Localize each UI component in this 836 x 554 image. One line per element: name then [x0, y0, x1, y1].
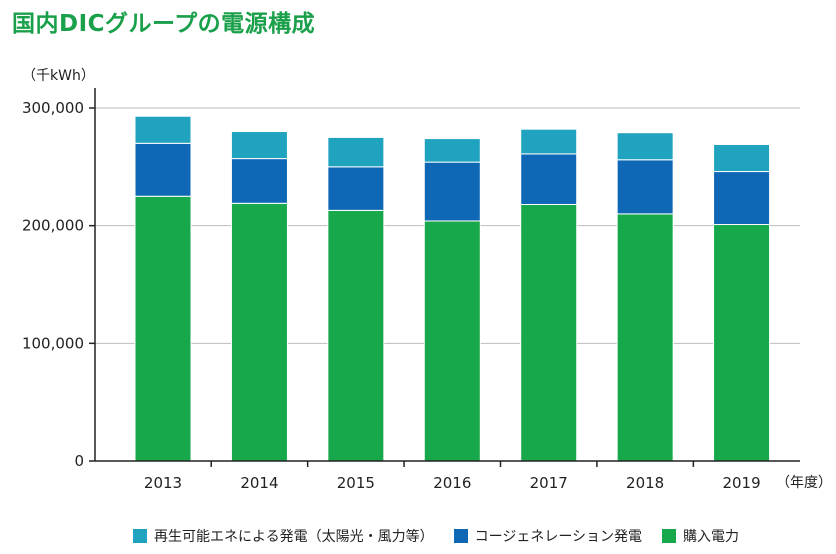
x-tick-label: 2016 [433, 474, 471, 492]
x-tick-label: 2017 [530, 474, 568, 492]
bar-segment [616, 132, 674, 161]
bars-group [134, 115, 771, 462]
legend-swatch [133, 529, 147, 543]
legend-item: 購入電力 [662, 526, 739, 546]
legend-label: 購入電力 [683, 529, 740, 545]
y-tick-label: 0 [74, 452, 84, 470]
legend-label: 再生可能エネによる発電（太陽光・風力等） [154, 529, 434, 545]
bar-segment [520, 128, 578, 155]
bar-segment [713, 171, 771, 225]
bar-segment [327, 166, 385, 211]
y-tick-label: 300,000 [22, 99, 84, 117]
legend-item: 再生可能エネによる発電（太陽光・風力等） [133, 526, 434, 546]
legend-swatch [453, 529, 468, 543]
y-tick-label: 100,000 [22, 334, 84, 352]
bar-segment [230, 202, 288, 462]
x-tick-label: 2014 [240, 474, 278, 492]
bar-segment [616, 159, 674, 215]
bar-segment [423, 220, 481, 462]
x-tick-label: 2019 [722, 474, 760, 492]
legend-item: コージェネレーション発電 [453, 526, 643, 546]
axis-ticks: 0 100,000 200,000 300,000 2013 2014 2015 2016 20… [22, 99, 761, 492]
legend-label: コージェネレーション発電 [474, 529, 643, 545]
bar-segment [327, 136, 385, 168]
bar-segment [423, 138, 481, 163]
chart-title: 国内DICグループの電源構成 [12, 11, 316, 37]
bar-segment [520, 153, 578, 205]
x-axis-unit-label: （年度） [776, 475, 832, 491]
bar-segment [134, 142, 192, 197]
y-axis-unit-label: （千kWh） [22, 68, 95, 84]
bar-segment [230, 131, 288, 160]
x-tick-label: 2018 [626, 474, 664, 492]
legend-swatch [662, 529, 677, 543]
x-tick-label: 2015 [337, 474, 375, 492]
bar-segment [713, 223, 771, 462]
bar-segment [134, 115, 192, 144]
bar-segment [520, 203, 578, 462]
bar-segment [327, 209, 385, 462]
bar-segment [423, 161, 481, 222]
bar-segment [134, 195, 192, 462]
bar-segment [713, 143, 771, 173]
legend: 再生可能エネによる発電（太陽光・風力等） コージェネレーション発電 購入電力 [133, 526, 759, 546]
bar-segment [616, 213, 674, 462]
x-tick-label: 2013 [144, 474, 182, 492]
bar-segment [230, 158, 288, 204]
y-tick-label: 200,000 [22, 217, 84, 235]
